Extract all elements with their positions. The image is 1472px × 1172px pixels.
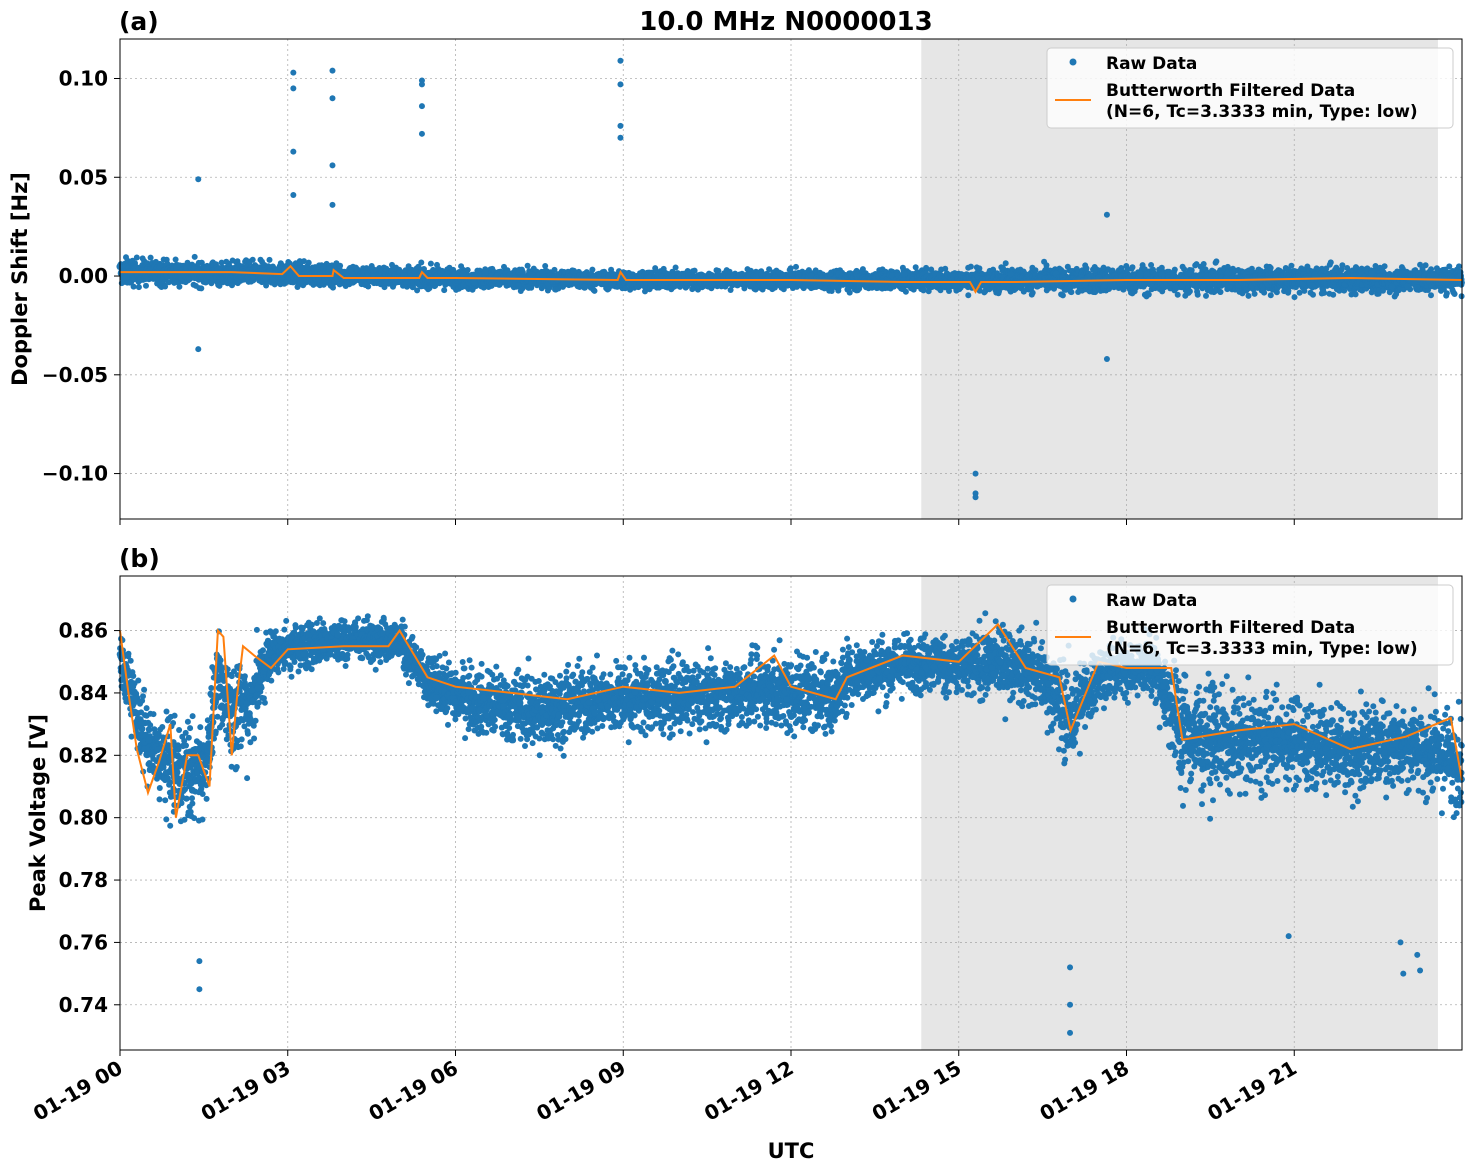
raw-point: [1267, 264, 1274, 271]
raw-point: [249, 256, 256, 263]
raw-point: [427, 260, 434, 267]
raw-point: [524, 262, 531, 269]
raw-point: [1129, 264, 1136, 271]
raw-point: [1059, 292, 1066, 299]
raw-point: [176, 283, 183, 290]
raw-point: [365, 283, 372, 290]
raw-point: [172, 256, 179, 263]
raw-point: [912, 264, 919, 271]
raw-point: [1145, 291, 1152, 298]
raw-point: [1029, 289, 1036, 296]
raw-point: [1381, 263, 1388, 270]
raw-point: [1043, 262, 1050, 269]
raw-point: [1217, 289, 1224, 295]
raw-point: [305, 259, 312, 266]
raw-point: [1002, 260, 1009, 267]
raw-point: [1261, 289, 1268, 296]
raw-point: [330, 284, 336, 291]
raw-point: [672, 264, 679, 271]
raw-point: [162, 283, 169, 290]
raw-point: [902, 288, 909, 295]
raw-point: [191, 253, 198, 260]
raw-point: [1203, 292, 1209, 299]
raw-point: [414, 287, 421, 294]
raw-point: [1321, 289, 1328, 296]
raw-point: [1352, 291, 1359, 298]
raw-point: [133, 254, 140, 261]
raw-point: [441, 287, 448, 294]
raw-point: [1186, 288, 1193, 295]
raw-point: [1200, 261, 1207, 267]
raw-point: [418, 259, 425, 266]
raw-point: [1068, 289, 1075, 296]
raw-point: [218, 259, 225, 266]
raw-point: [198, 285, 205, 292]
raw-point: [965, 292, 972, 299]
raw-point: [337, 262, 344, 269]
raw-point: [147, 254, 154, 261]
raw-point: [1291, 294, 1298, 301]
raw-point: [920, 287, 927, 294]
raw-point: [1194, 291, 1201, 298]
raw-point: [691, 267, 698, 274]
raw-point: [266, 256, 273, 263]
raw-point: [135, 284, 142, 291]
raw-point: [1251, 290, 1258, 297]
raw-point: [1267, 292, 1274, 299]
raw-point: [415, 263, 422, 270]
raw-point: [793, 263, 799, 270]
raw-point: [591, 287, 598, 294]
raw-point: [1310, 291, 1316, 298]
raw-point: [1327, 259, 1334, 266]
raw-point: [301, 258, 307, 265]
raw-point: [1288, 262, 1295, 269]
raw-point: [589, 266, 596, 273]
raw-point: [923, 264, 930, 271]
raw-point: [1174, 291, 1181, 298]
raw-point: [130, 283, 137, 290]
raw-point: [1032, 267, 1039, 274]
raw-point: [846, 289, 853, 296]
panel-a: 0.100.050.00−0.05−0.10 (a) 10.0 MHz N000…: [8, 7, 1465, 525]
raw-point: [1245, 292, 1252, 299]
raw-point: [967, 263, 974, 270]
raw-point: [1330, 291, 1337, 298]
raw-point: [143, 282, 149, 289]
raw-point: [1213, 258, 1220, 265]
